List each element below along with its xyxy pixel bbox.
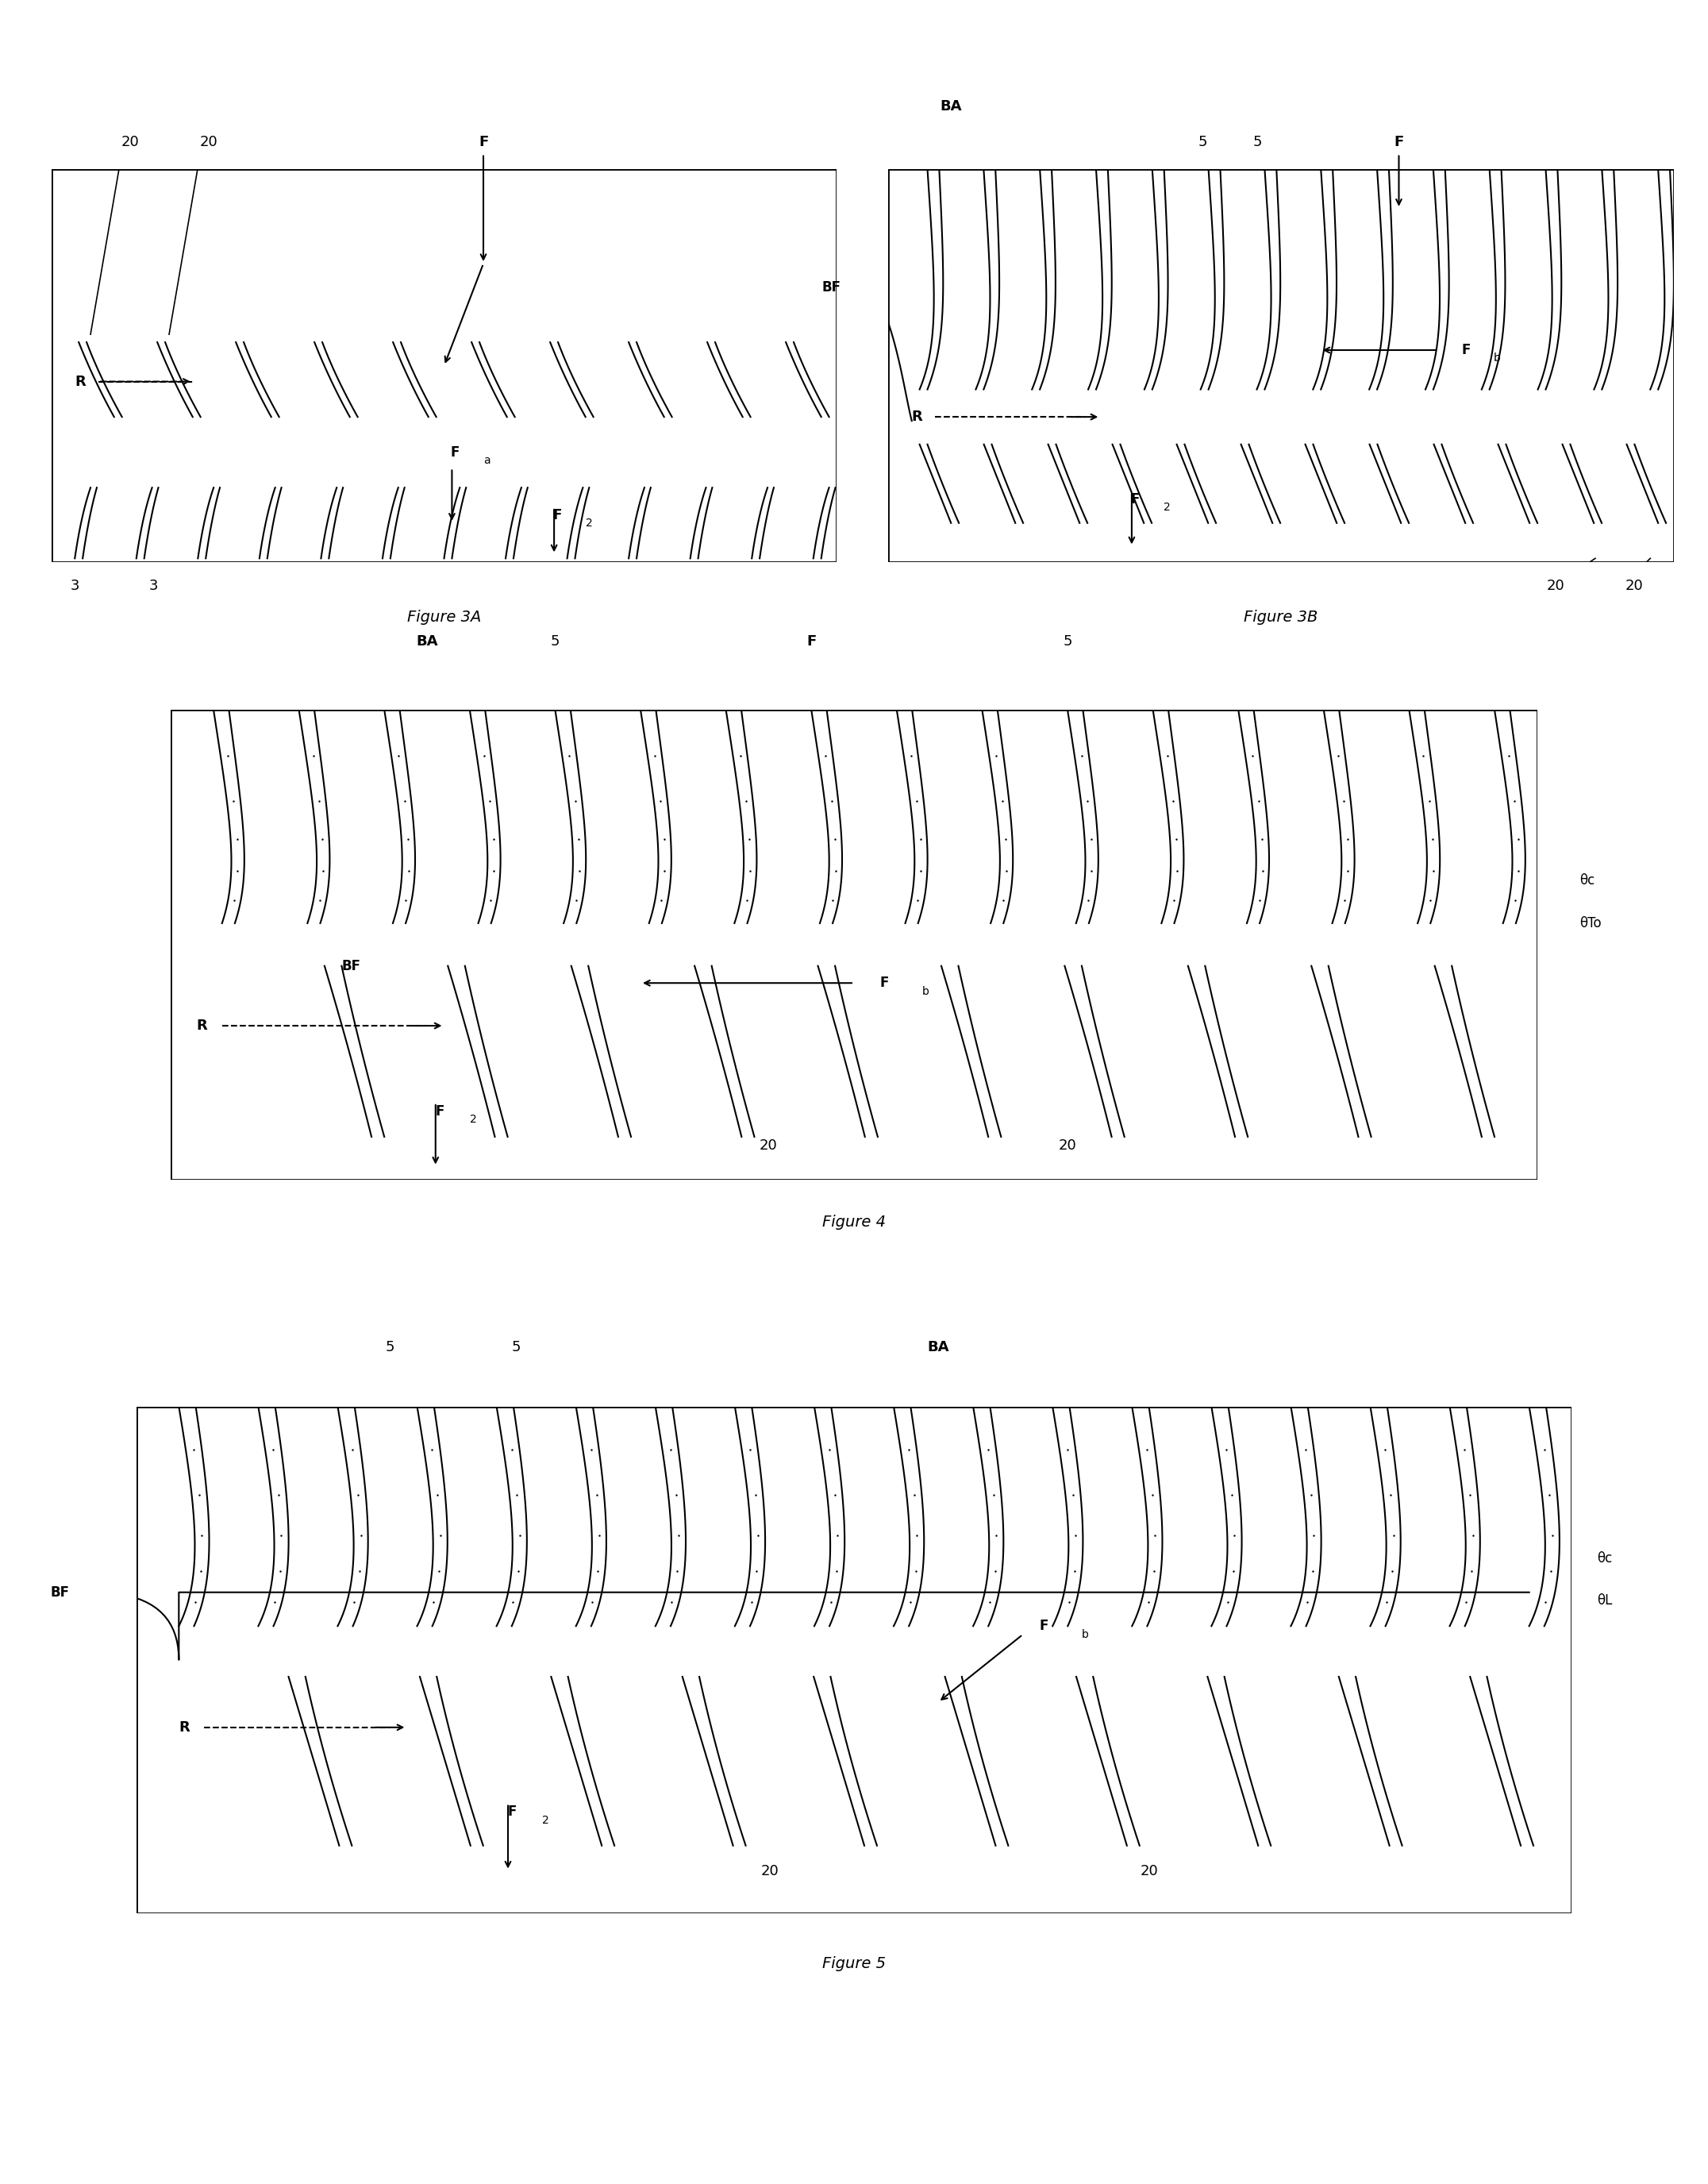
Text: R: R [75, 373, 85, 389]
Text: F: F [1462, 343, 1471, 358]
Text: a: a [483, 454, 490, 465]
Text: 5: 5 [1254, 135, 1262, 149]
Text: θL: θL [1597, 1594, 1612, 1607]
Text: 3: 3 [70, 579, 79, 594]
Text: F: F [451, 446, 459, 459]
Text: 5: 5 [1197, 135, 1208, 149]
Text: Figure 3A: Figure 3A [407, 609, 482, 625]
Text: BF: BF [822, 280, 840, 295]
Text: F: F [436, 1103, 444, 1118]
Text: θc: θc [1597, 1551, 1612, 1566]
Text: F: F [1040, 1618, 1049, 1634]
Text: 2: 2 [470, 1114, 477, 1125]
Text: 20: 20 [1059, 1138, 1076, 1153]
Text: 20: 20 [1547, 579, 1565, 594]
Text: Figure 4: Figure 4 [822, 1214, 886, 1230]
Text: 5: 5 [550, 633, 560, 649]
Text: 3: 3 [149, 579, 157, 594]
Text: 5: 5 [386, 1341, 395, 1354]
Text: F: F [507, 1804, 516, 1819]
Text: 2: 2 [1163, 502, 1170, 513]
Text: θTo: θTo [1580, 915, 1602, 930]
Text: b: b [922, 985, 929, 998]
Text: BA: BA [939, 98, 962, 114]
Text: F: F [553, 509, 562, 522]
Text: F: F [880, 976, 888, 989]
Text: 2: 2 [586, 518, 593, 529]
Text: 20: 20 [1626, 579, 1643, 594]
Text: F: F [1394, 135, 1404, 149]
Text: BF: BF [50, 1586, 68, 1599]
Text: 20: 20 [760, 1138, 777, 1153]
Text: 20: 20 [200, 135, 217, 149]
Text: R: R [912, 411, 922, 424]
Text: BA: BA [417, 633, 437, 649]
Text: 20: 20 [1141, 1863, 1158, 1878]
Text: b: b [1081, 1629, 1090, 1640]
Text: 2: 2 [541, 1815, 548, 1826]
Text: b: b [1493, 352, 1500, 363]
Text: F: F [478, 135, 488, 149]
Text: Figure 5: Figure 5 [822, 1957, 886, 1972]
Text: F: F [806, 633, 816, 649]
Text: BA: BA [927, 1341, 950, 1354]
Text: Figure 3B: Figure 3B [1243, 609, 1319, 625]
Text: F: F [1131, 491, 1139, 507]
Text: 20: 20 [760, 1863, 779, 1878]
Text: R: R [179, 1721, 190, 1734]
Text: 5: 5 [1062, 633, 1073, 649]
Text: θc: θc [1580, 874, 1595, 887]
Text: 20: 20 [121, 135, 138, 149]
Text: 5: 5 [512, 1341, 521, 1354]
Text: R: R [196, 1018, 207, 1033]
Text: BF: BF [342, 959, 360, 974]
